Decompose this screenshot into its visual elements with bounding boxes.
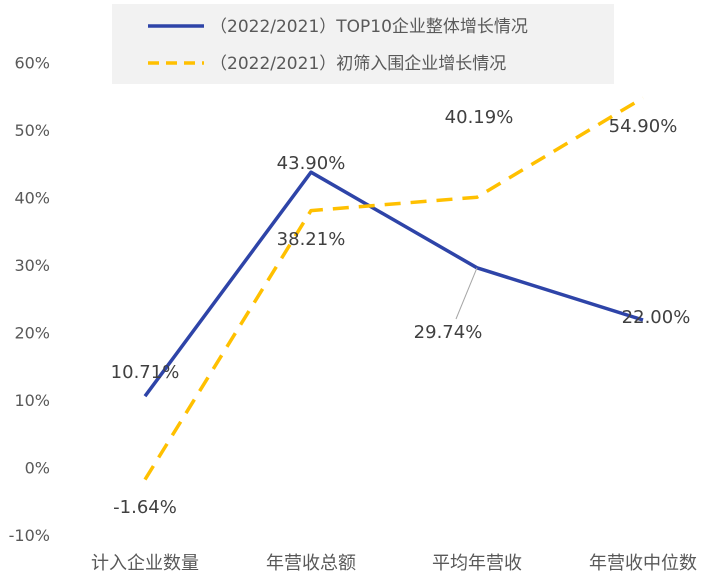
leader-line [455, 267, 478, 320]
data-label: 54.90% [609, 116, 678, 137]
legend-background [112, 4, 614, 84]
y-tick-label: -10% [9, 526, 50, 545]
x-category-label: 年营收总额 [266, 553, 356, 574]
data-label: 22.00% [622, 307, 691, 328]
legend-label-2: （2022/2021）初筛入围企业增长情况 [210, 54, 506, 74]
legend-label-1: （2022/2021）TOP10企业整体增长情况 [210, 17, 528, 37]
y-tick-label: 50% [14, 121, 50, 140]
y-tick-label: 0% [25, 459, 50, 478]
y-tick-label: 40% [14, 189, 50, 208]
y-tick-label: 20% [14, 324, 50, 343]
y-tick-label: 10% [14, 391, 50, 410]
x-category-label: 年营收中位数 [589, 553, 697, 574]
x-axis: 计入企业数量 年营收总额 平均年营收 年营收中位数 [91, 553, 697, 574]
data-label: 40.19% [445, 107, 514, 128]
data-label: 38.21% [277, 229, 346, 250]
y-axis: -10% 0% 10% 20% 30% 40% 50% 60% [9, 54, 50, 546]
x-category-label: 平均年营收 [432, 553, 522, 574]
y-tick-label: 30% [14, 256, 50, 275]
x-category-label: 计入企业数量 [91, 553, 199, 574]
data-labels: 10.71% 43.90% 29.74% 22.00% -1.64% 38.21% 40.1… [111, 107, 691, 518]
plot-area [143, 96, 644, 481]
series-line-1 [143, 170, 644, 398]
data-label: -1.64% [113, 497, 177, 518]
y-tick-label: 60% [14, 54, 50, 73]
legend: （2022/2021）TOP10企业整体增长情况 （2022/2021）初筛入围企… [112, 4, 614, 84]
data-label: 10.71% [111, 362, 180, 383]
data-label: 29.74% [414, 322, 483, 343]
data-label: 43.90% [277, 153, 346, 174]
series-line-2 [143, 96, 644, 481]
